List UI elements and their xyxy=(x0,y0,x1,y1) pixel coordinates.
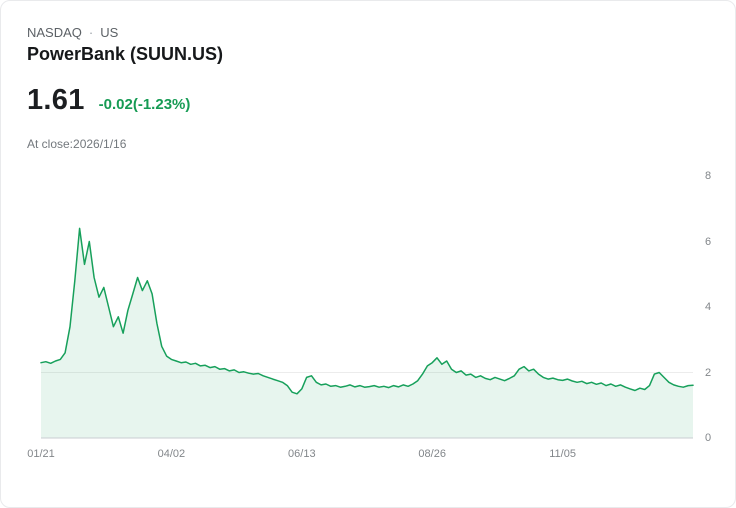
stock-title: PowerBank (SUUN.US) xyxy=(27,44,224,64)
y-axis-tick-label: 8 xyxy=(705,170,712,182)
exchange-separator: · xyxy=(88,25,94,40)
x-axis-labels: 01/21 04/02 06/13 08/26 11/05 xyxy=(27,448,693,464)
x-axis-tick-label: 11/05 xyxy=(549,448,576,460)
exchange-row: NASDAQ · US xyxy=(27,25,118,40)
price-change: -0.02(-1.23%) xyxy=(98,96,191,113)
y-axis-tick-label: 6 xyxy=(705,235,712,248)
y-axis-tick-label: 0 xyxy=(705,432,712,444)
price-line xyxy=(40,227,694,395)
x-axis-tick-label: 06/13 xyxy=(288,448,316,460)
price-row: 1.61 -0.02(-1.23%) xyxy=(27,84,190,117)
price-chart[interactable] xyxy=(40,176,694,439)
y-axis-tick-label: 4 xyxy=(705,301,712,313)
y-axis-tick-label: 2 xyxy=(705,366,712,379)
x-axis-tick-label: 01/21 xyxy=(27,448,55,460)
last-price: 1.61 xyxy=(27,84,85,116)
exchange-label: NASDAQ xyxy=(27,25,82,40)
at-close-label: At close:2026/1/16 xyxy=(27,137,127,151)
price-chart-svg[interactable] xyxy=(40,176,694,439)
x-axis-tick-label: 08/26 xyxy=(418,448,446,460)
x-axis-tick-label: 04/02 xyxy=(157,448,186,460)
y-axis-labels: 8 6 4 2 0 xyxy=(705,170,729,444)
area-fill xyxy=(41,228,693,438)
region-label: US xyxy=(100,25,119,40)
